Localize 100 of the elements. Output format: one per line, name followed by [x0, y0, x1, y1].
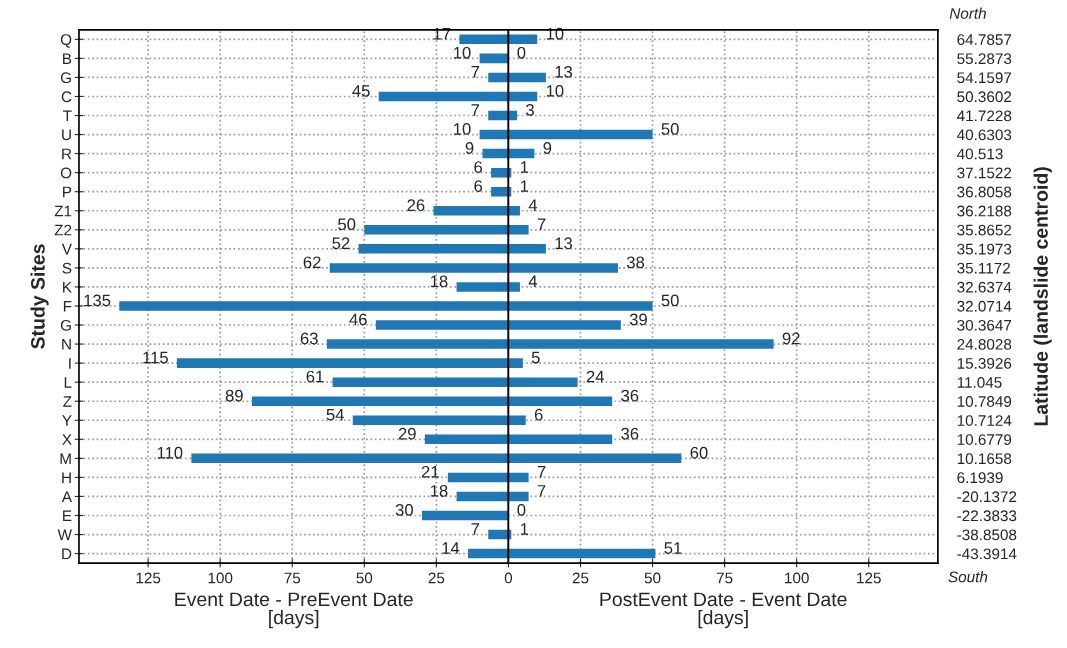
data-label: 60 — [690, 446, 708, 459]
y-tick-label: G — [60, 72, 71, 84]
y-tick-label: 10.7124 — [957, 415, 1012, 426]
data-label: 63 — [300, 332, 318, 345]
x-tick-label: 50 — [644, 572, 661, 584]
y-tick-label: 35.8652 — [957, 224, 1012, 236]
data-label: 7 — [471, 523, 480, 535]
data-label: 9 — [543, 142, 552, 154]
data-label: 6 — [534, 408, 543, 421]
y-tick-label: 35.1973 — [957, 243, 1012, 255]
y-tick-label: 36.8058 — [957, 186, 1012, 198]
y-tick-label: P — [63, 186, 72, 198]
y-tick-label: 41.7228 — [956, 110, 1012, 122]
data-label: 1 — [520, 180, 529, 192]
y-tick-label: H — [62, 472, 71, 483]
x-tick-label: 100 — [785, 572, 809, 584]
y-tick-label: 64.7857 — [957, 34, 1012, 46]
data-label: 7 — [537, 485, 546, 497]
bar — [421, 510, 509, 521]
data-label: 46 — [349, 313, 367, 326]
y-tick-label: X — [62, 434, 72, 445]
x-tick-label: 75 — [716, 572, 733, 584]
data-label: 7 — [471, 104, 480, 116]
y-tick-label: U — [62, 129, 71, 141]
data-label: 4 — [528, 199, 538, 211]
y-tick-label: I — [69, 358, 71, 369]
data-label: 6 — [474, 180, 483, 193]
data-label: 0 — [517, 504, 526, 516]
data-label: 50 — [338, 218, 356, 231]
y-tick-label: Z1 — [54, 205, 72, 217]
data-label: 0 — [517, 46, 526, 59]
data-label: 5 — [531, 351, 540, 364]
y-tick-label: 15.3926 — [957, 357, 1012, 369]
y-tick-label: L — [64, 377, 72, 388]
data-label: 54 — [326, 408, 344, 421]
data-label: 38 — [626, 256, 645, 269]
x-tick-label: 0 — [504, 572, 513, 584]
y-tick-label: 55.2873 — [957, 53, 1012, 65]
data-label: 1 — [520, 523, 529, 535]
data-label: 7 — [537, 218, 546, 230]
y-tick-label: F — [63, 301, 72, 312]
data-label: 50 — [661, 123, 679, 135]
data-label: 29 — [398, 427, 416, 440]
data-label: 135 — [84, 294, 111, 307]
y-axis-title: Study Sites — [30, 244, 49, 349]
data-label: 10 — [546, 84, 564, 97]
data-label: 51 — [664, 542, 682, 554]
y-tick-label: -43.3914 — [957, 548, 1017, 560]
data-label: 13 — [555, 65, 573, 78]
bar — [479, 53, 509, 64]
y-tick-label: W — [57, 529, 72, 541]
y-tick-label: Y — [62, 415, 72, 426]
y-tick-label: K — [63, 281, 72, 293]
x-axis-title: PostEvent Date - Event Date [days] — [600, 592, 847, 629]
data-label: 36 — [621, 389, 639, 402]
y-tick-label: S — [62, 262, 72, 274]
data-label: 9 — [465, 142, 474, 154]
y-tick-label: Z — [63, 396, 72, 407]
y-tick-label: M — [60, 453, 71, 464]
data-label: 36 — [621, 427, 639, 440]
data-label: 45 — [352, 85, 370, 97]
y-tick-label: -20.1372 — [957, 491, 1017, 503]
x-tick-label: 100 — [208, 572, 233, 584]
x-tick-label: 50 — [356, 572, 373, 584]
y-tick-label: 54.1597 — [957, 72, 1012, 84]
y-tick-label: 32.6374 — [957, 281, 1012, 293]
y-tick-label: 35.1172 — [957, 262, 1010, 274]
y-tick-label: T — [63, 110, 72, 122]
y-tick-label: G — [60, 319, 71, 331]
y-axis-title: Latitude (landslide centroid) — [1033, 167, 1052, 426]
y-tick-label: 40.6303 — [956, 129, 1012, 141]
y-tick-label: -38.8508 — [957, 529, 1017, 541]
y-tick-label: 24.8028 — [957, 338, 1012, 350]
data-label: 89 — [225, 389, 243, 402]
y-tick-label: N — [62, 339, 71, 350]
y-tick-label: 30.3647 — [957, 319, 1012, 331]
y-tick-label: 40.513 — [956, 148, 1003, 160]
data-label: 92 — [782, 332, 800, 345]
x-axis-title: Event Date - PreEvent Date [days] — [175, 592, 413, 629]
data-label: 26 — [407, 199, 425, 212]
y-tick-label: 32.0714 — [957, 300, 1012, 312]
y-tick-label: -22.3833 — [957, 510, 1017, 522]
x-tick-label: 75 — [284, 572, 301, 584]
data-label: 62 — [303, 256, 321, 269]
y-tick-label: C — [61, 91, 72, 103]
y-tick-label: 50.3602 — [957, 91, 1012, 103]
data-label: 4 — [528, 275, 538, 288]
y-tick-label: E — [63, 510, 72, 522]
y-tick-label: B — [63, 53, 72, 64]
data-label: 13 — [555, 237, 573, 250]
x-tick-label: 25 — [572, 572, 589, 584]
y-tick-label: 11.045 — [957, 377, 1002, 388]
data-label: 52 — [332, 237, 350, 250]
data-label: 10 — [454, 46, 471, 59]
y-tick-label: 36.2188 — [957, 205, 1012, 217]
data-label: 1 — [520, 161, 529, 173]
data-label: 50 — [661, 294, 679, 307]
y-tick-label: 10.1658 — [957, 453, 1012, 465]
data-label: 18 — [430, 484, 448, 497]
data-label: 7 — [537, 466, 546, 478]
